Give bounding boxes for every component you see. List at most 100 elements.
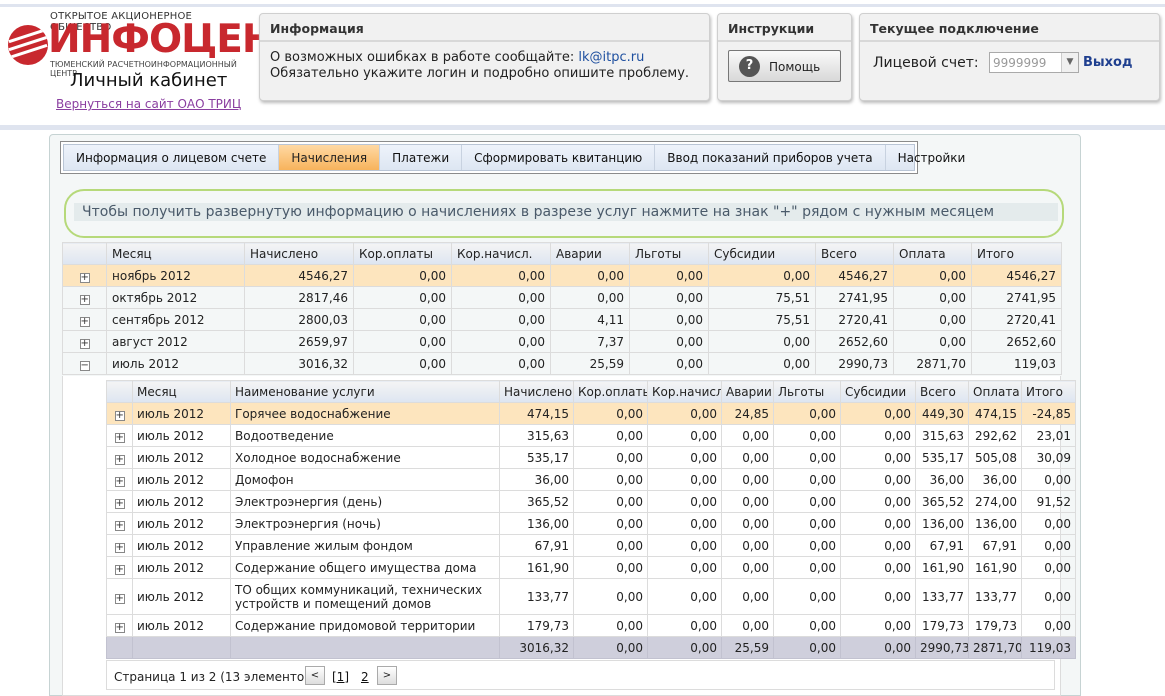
account-select[interactable]: 9999999 ▼ bbox=[989, 52, 1079, 73]
tab-account-info[interactable]: Информация о лицевом счете bbox=[64, 145, 280, 170]
expand-icon[interactable]: + bbox=[79, 337, 90, 349]
month-cell: июль 2012 bbox=[132, 490, 231, 513]
expand-icon[interactable]: + bbox=[114, 453, 125, 465]
tab-bar: Информация о лицевом счете Начисления Пл… bbox=[60, 141, 965, 174]
value-cell: 161,90 bbox=[915, 556, 969, 579]
expand-icon[interactable]: + bbox=[79, 315, 90, 327]
expand-icon[interactable]: + bbox=[114, 592, 125, 604]
value-cell: 0,00 bbox=[629, 330, 709, 353]
value-cell: 0,00 bbox=[573, 468, 648, 491]
expander-cell: + bbox=[62, 286, 107, 309]
value-cell: 0,00 bbox=[773, 614, 841, 637]
table-row[interactable]: + ноябрь 2012 4546,27 0,00 0,00 0,00 0,00 0,00 4… bbox=[62, 264, 1062, 287]
tab-settings[interactable]: Настройки bbox=[897, 151, 966, 165]
expand-icon[interactable]: + bbox=[114, 621, 125, 633]
value-cell: 133,77 bbox=[915, 578, 969, 615]
expander-cell: + bbox=[106, 446, 133, 469]
table-row[interactable]: + июль 2012 Электроэнергия (день) 365,52 0,0… bbox=[106, 490, 1076, 513]
value-cell: 0,00 bbox=[721, 446, 774, 469]
value-cell: 2652,60 bbox=[971, 330, 1062, 353]
expand-icon[interactable]: + bbox=[114, 431, 125, 443]
value-cell: 25,59 bbox=[550, 352, 630, 375]
value-cell: 0,00 bbox=[353, 286, 452, 309]
expand-icon[interactable]: + bbox=[79, 293, 90, 305]
value-cell: 0,00 bbox=[721, 468, 774, 491]
value-cell: 0,00 bbox=[721, 424, 774, 447]
value-cell: 0,00 bbox=[708, 264, 816, 287]
value-cell: 0,00 bbox=[647, 468, 722, 491]
column-header: Начислено bbox=[499, 380, 574, 403]
value-cell: 0,00 bbox=[1021, 578, 1076, 615]
pager-page-2[interactable]: 2 bbox=[361, 670, 369, 684]
expand-icon[interactable]: + bbox=[114, 563, 125, 575]
expand-icon[interactable]: + bbox=[114, 519, 125, 531]
value-cell: 0,00 bbox=[353, 352, 452, 375]
table-row[interactable]: + июль 2012 Холодное водоснабжение 535,17 0,… bbox=[106, 446, 1076, 469]
table-row[interactable]: − июль 2012 3016,32 0,00 0,00 25,59 0,00 0,00 29… bbox=[62, 352, 1062, 375]
month-cell: июль 2012 bbox=[132, 578, 231, 615]
value-cell: 0,00 bbox=[629, 352, 709, 375]
logout-link[interactable]: Выход bbox=[1083, 55, 1133, 70]
column-header: Аварии bbox=[550, 242, 630, 265]
table-row[interactable]: + июль 2012 Электроэнергия (ночь) 136,00 0,0… bbox=[106, 512, 1076, 535]
value-cell: 0,00 bbox=[773, 402, 841, 425]
expand-icon[interactable]: + bbox=[114, 475, 125, 487]
table-row[interactable]: + июль 2012 Содержание общего имущества до… bbox=[106, 556, 1076, 579]
value-cell: 2720,41 bbox=[971, 308, 1062, 331]
table-row[interactable]: + июль 2012 Управление жилым фондом 67,91 0,… bbox=[106, 534, 1076, 557]
value-cell: 0,00 bbox=[773, 512, 841, 535]
expand-icon[interactable]: + bbox=[79, 271, 90, 283]
table-row[interactable]: + август 2012 2659,97 0,00 0,00 7,37 0,00 0,00 2… bbox=[62, 330, 1062, 353]
table-row[interactable]: + сентябрь 2012 2800,03 0,00 0,00 4,11 0,00 75,… bbox=[62, 308, 1062, 331]
value-cell: 0,00 bbox=[573, 578, 648, 615]
total-value-cell: 2990,73 bbox=[915, 636, 969, 659]
pager-next-button[interactable]: > bbox=[377, 666, 397, 685]
table-row[interactable]: + июль 2012 ТО общих коммуникаций, техниче… bbox=[106, 578, 1076, 615]
value-cell: 2652,60 bbox=[815, 330, 894, 353]
value-cell: 0,00 bbox=[893, 286, 972, 309]
value-cell: 0,00 bbox=[773, 534, 841, 557]
value-cell: 75,51 bbox=[708, 308, 816, 331]
total-value-cell: 25,59 bbox=[721, 636, 774, 659]
value-cell: 0,00 bbox=[1021, 614, 1076, 637]
chevron-down-icon[interactable]: ▼ bbox=[1061, 53, 1078, 72]
column-header: Кор.оплаты bbox=[353, 242, 452, 265]
column-header: Кор.начисл. bbox=[647, 380, 722, 403]
pager-page-1[interactable]: [1] bbox=[332, 670, 349, 684]
hint-box: Чтобы получить развернутую информацию о … bbox=[64, 189, 1064, 238]
value-cell: 0,00 bbox=[573, 490, 648, 513]
value-cell: 0,00 bbox=[893, 264, 972, 287]
tab-charges[interactable]: Начисления bbox=[279, 145, 381, 170]
expand-icon[interactable]: + bbox=[114, 409, 125, 421]
services-table: Месяц Наименование услуги Начислено Кор.опл… bbox=[106, 380, 1076, 659]
table-row[interactable]: + июль 2012 Водоотведение 315,63 0,00 0,00 0,0… bbox=[106, 424, 1076, 447]
collapse-icon[interactable]: − bbox=[79, 359, 90, 371]
value-cell: 0,00 bbox=[721, 578, 774, 615]
support-email-link[interactable]: lk@itpc.ru bbox=[578, 50, 645, 65]
table-row[interactable]: + октябрь 2012 2817,46 0,00 0,00 0,00 0,00 75,5… bbox=[62, 286, 1062, 309]
value-cell: 0,00 bbox=[840, 424, 916, 447]
value-cell: 67,91 bbox=[968, 534, 1022, 557]
value-cell: 0,00 bbox=[647, 556, 722, 579]
column-header: Оплата bbox=[893, 242, 972, 265]
back-to-site-link[interactable]: Вернуться на сайт ОАО ТРИЦ bbox=[56, 97, 242, 111]
service-name-cell: Электроэнергия (день) bbox=[230, 490, 500, 513]
tab-receipt[interactable]: Сформировать квитанцию bbox=[462, 145, 656, 170]
expand-icon[interactable]: + bbox=[114, 541, 125, 553]
value-cell: 0,00 bbox=[647, 578, 722, 615]
expand-icon[interactable]: + bbox=[114, 497, 125, 509]
value-cell: 23,01 bbox=[1021, 424, 1076, 447]
tab-payments[interactable]: Платежи bbox=[380, 145, 463, 170]
service-name-cell: Холодное водоснабжение bbox=[230, 446, 500, 469]
pager-prev-button[interactable]: < bbox=[305, 666, 325, 685]
tab-meter-readings[interactable]: Ввод показаний приборов учета bbox=[655, 145, 886, 170]
help-button[interactable]: ? Помощь bbox=[728, 50, 841, 82]
table-row[interactable]: + июль 2012 Горячее водоснабжение 474,15 0,0… bbox=[106, 402, 1076, 425]
service-name-cell: ТО общих коммуникаций, технических устро… bbox=[230, 578, 500, 615]
total-value-cell: 0,00 bbox=[573, 636, 648, 659]
help-button-label: Помощь bbox=[769, 60, 821, 74]
service-name-cell: Горячее водоснабжение bbox=[230, 402, 500, 425]
table-row[interactable]: + июль 2012 Домофон 36,00 0,00 0,00 0,00 0,00 0,… bbox=[106, 468, 1076, 491]
table-row[interactable]: + июль 2012 Содержание придомовой территор… bbox=[106, 614, 1076, 637]
value-cell: 2659,97 bbox=[244, 330, 354, 353]
